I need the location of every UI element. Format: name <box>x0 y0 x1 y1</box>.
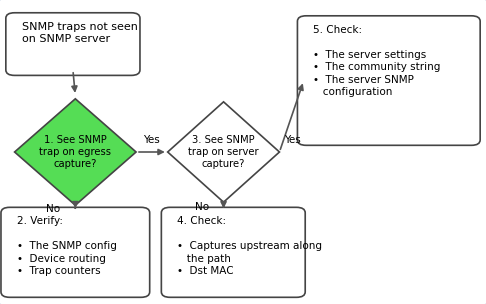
FancyBboxPatch shape <box>1 207 150 297</box>
Text: 1. See SNMP
trap on egress
capture?: 1. See SNMP trap on egress capture? <box>39 135 111 169</box>
Polygon shape <box>15 99 136 205</box>
Text: 4. Check:

•  Captures upstream along
   the path
•  Dst MAC: 4. Check: • Captures upstream along the … <box>177 216 322 276</box>
Text: 3. See SNMP
trap on server
capture?: 3. See SNMP trap on server capture? <box>188 135 259 169</box>
FancyBboxPatch shape <box>161 207 305 297</box>
Text: SNMP traps not seen
on SNMP server: SNMP traps not seen on SNMP server <box>22 22 138 44</box>
Text: 5. Check:

•  The server settings
•  The community string
•  The server SNMP
   : 5. Check: • The server settings • The co… <box>313 25 441 97</box>
FancyBboxPatch shape <box>297 16 480 145</box>
Text: 2. Verify:

•  The SNMP config
•  Device routing
•  Trap counters: 2. Verify: • The SNMP config • Device ro… <box>17 216 117 276</box>
Text: No: No <box>194 202 209 212</box>
Text: Yes: Yes <box>284 135 301 145</box>
FancyBboxPatch shape <box>6 13 140 75</box>
Text: No: No <box>46 204 61 214</box>
Polygon shape <box>168 102 279 202</box>
Text: Yes: Yes <box>143 135 160 145</box>
